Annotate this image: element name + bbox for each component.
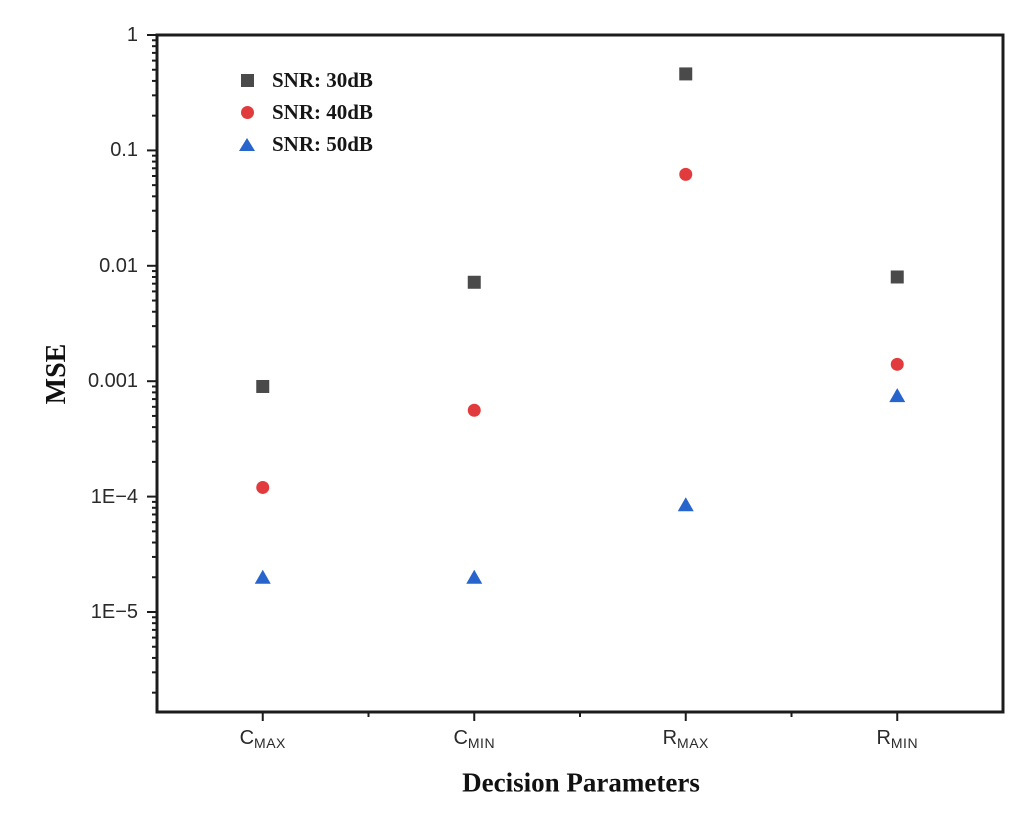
- y-tick-label: 0.001: [87, 370, 138, 393]
- y-tick-label: 1: [126, 24, 138, 46]
- data-point: [256, 379, 270, 393]
- triangle-marker-icon: [239, 137, 255, 151]
- legend-label: SNR: 50dB: [272, 131, 373, 156]
- x-tick-label: RMIN: [876, 727, 919, 751]
- data-point: [467, 275, 481, 289]
- legend-row-snr-50db: SNR: 50dB: [238, 128, 373, 160]
- data-point: [679, 167, 693, 181]
- legend-row-snr-30db: SNR: 30dB: [238, 64, 373, 96]
- circle-marker-icon: [240, 105, 254, 119]
- legend-label: SNR: 40dB: [272, 99, 373, 124]
- x-tick-label: CMAX: [239, 727, 286, 751]
- data-point: [467, 403, 481, 417]
- x-tick-label: RMAX: [662, 727, 709, 751]
- y-tick-label: 1E−4: [90, 485, 138, 508]
- legend: SNR: 30dB SNR: 40dB SNR: 50dB: [238, 64, 373, 160]
- data-point: [466, 569, 483, 584]
- data-point: [889, 388, 906, 403]
- x-tick-label: CMIN: [453, 727, 496, 751]
- legend-row-snr-40db: SNR: 40dB: [238, 96, 373, 128]
- y-tick-label: 1E−5: [90, 601, 138, 623]
- x-axis-title: Decision Parameters: [462, 767, 700, 798]
- legend-label: SNR: 30dB: [272, 67, 373, 92]
- y-tick-label: 0.01: [99, 254, 138, 277]
- data-point: [254, 569, 271, 584]
- square-marker-icon: [240, 73, 254, 87]
- data-point: [679, 67, 693, 81]
- y-tick-label: 0.1: [110, 139, 138, 162]
- data-point: [677, 497, 694, 512]
- data-point: [890, 270, 904, 284]
- data-point: [256, 480, 270, 494]
- y-axis-title: MSE: [41, 343, 72, 405]
- data-point: [890, 357, 904, 371]
